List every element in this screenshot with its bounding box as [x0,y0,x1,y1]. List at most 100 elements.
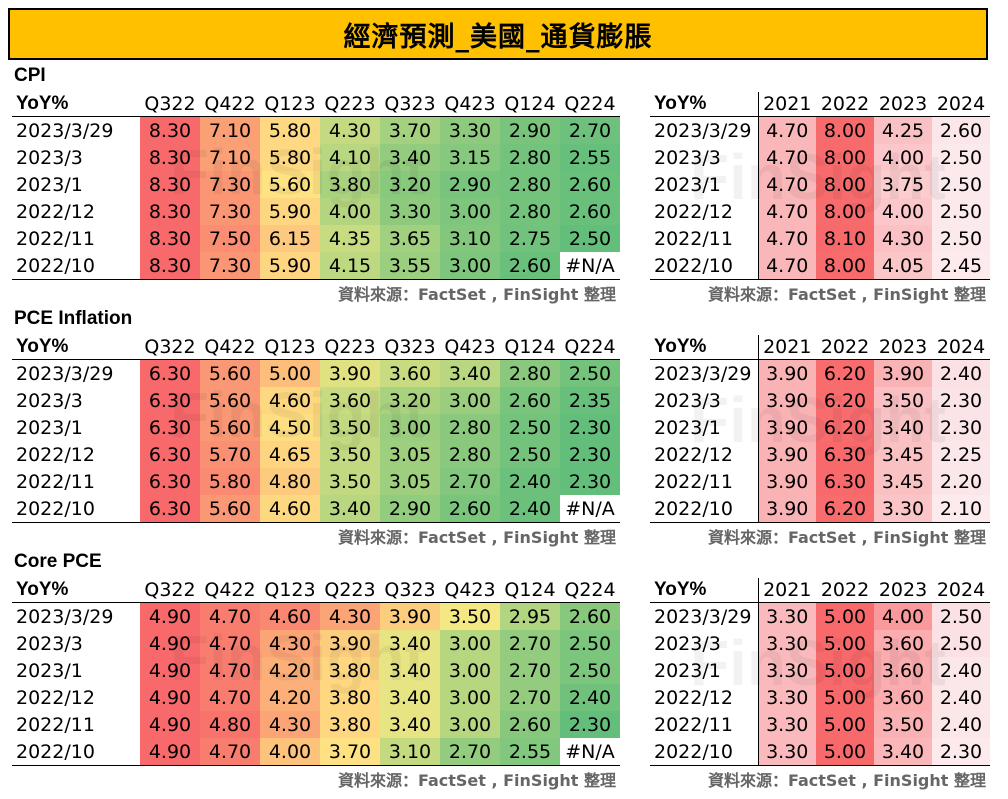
table-cell: 3.05 [380,468,440,495]
table-cell: 3.00 [440,387,500,414]
section-title: Core PCE [14,551,102,572]
table-cell: 2.80 [500,144,560,171]
table-cell: 4.00 [260,738,320,766]
table-cell: 4.90 [140,738,200,766]
quarterly-forecast-table: YoY% Q322 Q422 Q123 Q223 Q323 Q423 Q124 Q224 2023… [12,578,620,766]
table-cell: 5.80 [200,468,260,495]
table-cell: 3.10 [380,738,440,766]
column-header: 2022 [816,335,874,360]
table-cell: 3.40 [380,711,440,738]
table-cell: 4.00 [320,198,380,225]
table-cell: 5.00 [816,602,874,630]
table-cell: 2.50 [560,657,620,684]
table-cell: 2.90 [440,171,500,198]
source-note: 資料來源：FactSet , FinSight 整理 [707,528,986,547]
source-note: 資料來源：FactSet , FinSight 整理 [707,771,986,790]
source-note: 資料來源：FactSet , FinSight 整理 [337,771,616,790]
table-cell: 2.50 [560,225,620,252]
table-cell: 4.10 [320,144,380,171]
table-cell: 4.70 [758,225,816,252]
table-cell: 4.70 [200,602,260,630]
row-date: 2022/11 [650,468,759,495]
table-cell: 2.40 [932,359,990,387]
row-date: 2022/10 [12,738,140,766]
row-date: 2022/12 [16,200,95,223]
table-row: 2022/10 6.30 5.60 4.60 3.40 2.90 2.60 2.40 #N/A [12,495,620,523]
row-date: 2022/10 [12,495,140,523]
column-header: 2021 [758,578,816,603]
table-cell: 3.40 [874,414,932,441]
table-cell: 8.30 [140,225,200,252]
table-cell: 4.60 [260,387,320,414]
table-cell: 3.80 [320,711,380,738]
column-header: Q423 [440,578,500,603]
table-cell: 8.30 [140,198,200,225]
row-date: 2022/10 [650,738,759,766]
table-cell: 7.50 [200,225,260,252]
source-note: 資料來源：FactSet , FinSight 整理 [337,528,616,547]
table-cell: 6.30 [140,387,200,414]
table-cell: 3.30 [874,495,932,523]
table-cell: 7.30 [200,198,260,225]
table-cell: 2.30 [932,738,990,766]
table-cell: 3.80 [320,684,380,711]
column-header: 2024 [932,92,990,117]
table-cell: 3.00 [440,252,500,280]
table-cell: 3.00 [380,414,440,441]
table-cell: 7.10 [200,144,260,171]
column-header: Q224 [560,335,620,360]
table-row: 2023/3 6.30 5.60 4.60 3.60 3.20 3.00 2.60 2.35 [12,387,620,414]
table-row: 2023/1 6.30 5.60 4.50 3.50 3.00 2.80 2.50 2.30 [12,414,620,441]
table-row: 2023/1 3.90 6.20 3.40 2.30 [650,414,990,441]
column-header: Q223 [320,578,380,603]
row-date: 2023/1 [650,657,759,684]
table-cell: 8.00 [816,171,874,198]
table-row: 2022/11 4.90 4.80 4.30 3.80 3.40 3.00 2.60 2.30 [12,711,620,738]
column-header: Q223 [320,92,380,117]
source-note: 資料來源：FactSet , FinSight 整理 [337,285,616,304]
row-date: 2023/3/29 [16,605,114,628]
table-cell: 3.90 [320,630,380,657]
table-cell: 4.70 [758,116,816,144]
column-header: 2024 [932,578,990,603]
table-cell: 5.60 [260,171,320,198]
table-cell: 2.40 [500,495,560,523]
table-cell: 8.00 [816,116,874,144]
table-cell: 3.30 [758,630,816,657]
table-cell: 4.35 [320,225,380,252]
column-header: Q323 [380,92,440,117]
table-cell: 4.90 [140,684,200,711]
column-header: 2023 [874,335,932,360]
table-cell: 4.05 [874,252,932,280]
table-cell: 4.00 [874,602,932,630]
table-cell: 3.75 [874,171,932,198]
table-cell: 3.80 [320,657,380,684]
table-cell: 8.00 [816,198,874,225]
table-cell: 2.40 [932,657,990,684]
table-cell: 2.30 [560,414,620,441]
table-cell: 8.30 [140,252,200,280]
column-header: Q123 [260,335,320,360]
column-header: Q124 [500,335,560,360]
table-cell: 2.50 [500,441,560,468]
table-row: 2023/1 3.30 5.00 3.60 2.40 [650,657,990,684]
column-header: Q422 [200,335,260,360]
table-cell: 3.55 [380,252,440,280]
table-cell: 4.00 [874,144,932,171]
table-cell: 2.70 [500,684,560,711]
table-cell: 2.60 [500,252,560,280]
table-cell: 3.90 [758,359,816,387]
table-cell: #N/A [560,738,620,766]
table-cell: 2.70 [440,468,500,495]
table-cell: 2.25 [932,441,990,468]
row-date: 2023/3/29 [650,359,759,387]
table-cell: 2.50 [932,630,990,657]
row-date: 2022/11 [650,711,759,738]
table-cell: 2.30 [560,441,620,468]
table-cell: 3.60 [874,630,932,657]
table-cell: 2.35 [560,387,620,414]
table-cell: 7.10 [200,116,260,144]
table-cell: 3.00 [440,198,500,225]
column-header: Q323 [380,578,440,603]
table-row: 2023/3 3.30 5.00 3.60 2.50 [650,630,990,657]
